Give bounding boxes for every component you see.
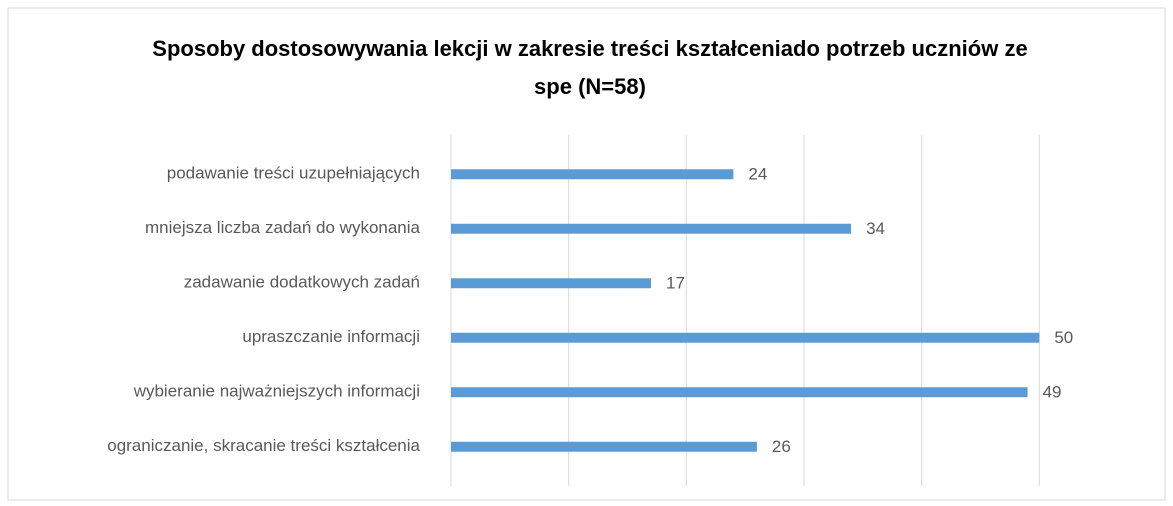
bar [451, 332, 1040, 343]
value-label: 24 [748, 165, 767, 184]
value-label: 49 [1043, 383, 1062, 402]
bar [451, 223, 852, 234]
bar [451, 169, 734, 180]
chart-title: Sposoby dostosowywania lekcji w zakresie… [152, 36, 1028, 99]
category-label: upraszczanie informacji [242, 327, 420, 346]
chart-frame [7, 7, 1166, 501]
category-label: podawanie treści uzupełniających [167, 164, 420, 183]
value-label: 34 [866, 219, 885, 238]
bar [451, 387, 1028, 398]
value-label: 17 [666, 274, 685, 293]
category-label: mniejsza liczba zadań do wykonania [145, 218, 421, 237]
bar [451, 441, 757, 452]
value-label: 50 [1054, 328, 1073, 347]
category-label: ograniczanie, skracanie treści kształcen… [107, 436, 420, 455]
value-label: 26 [772, 437, 791, 456]
bar [451, 278, 652, 289]
category-label: zadawanie dodatkowych zadań [184, 273, 420, 292]
category-label: wybieranie najważniejszych informacji [133, 382, 420, 401]
